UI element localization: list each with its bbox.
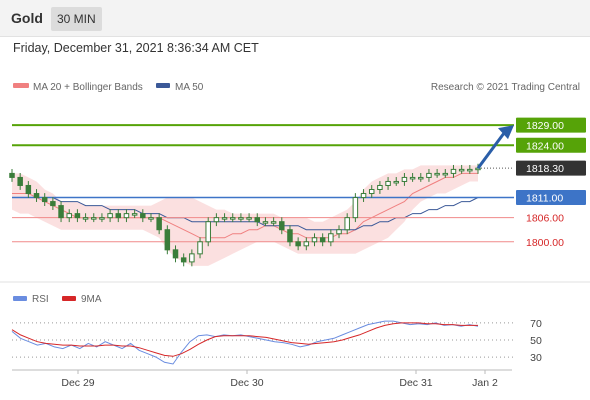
candle-body	[205, 221, 211, 243]
rsi-panel: 70 50 30	[11, 318, 542, 365]
candle-body	[140, 213, 146, 219]
candle-body	[107, 213, 113, 219]
target-label: 1829.00	[526, 120, 564, 132]
bollinger-band-area	[12, 165, 478, 266]
candle-body	[50, 201, 56, 207]
forecast-arrow-head	[498, 125, 514, 140]
candle-body	[197, 241, 203, 255]
candle-body	[148, 217, 154, 220]
rsi-level-label: 50	[530, 335, 542, 347]
candle-body	[426, 172, 432, 178]
forecast-arrow-shaft	[476, 132, 506, 170]
candle-body	[287, 229, 293, 243]
last-price-tag	[516, 160, 586, 176]
candle-body	[377, 184, 383, 190]
header-bar: Gold 30 MIN	[0, 0, 590, 37]
candle-body	[450, 168, 457, 174]
bollinger-bands	[12, 165, 479, 266]
candle-body	[66, 213, 72, 219]
support-label: 1806.00	[526, 213, 564, 225]
candle-body	[262, 221, 269, 224]
target-label: 1824.00	[526, 140, 564, 152]
candle-body	[368, 189, 375, 195]
candle-body	[254, 217, 261, 223]
timestamp: Friday, December 31, 2021 8:36:34 AM CET	[13, 41, 259, 55]
ma20-legend-swatch	[13, 83, 29, 88]
candle-body	[246, 217, 252, 220]
pivot-tag	[516, 190, 586, 206]
chart-legend: MA 20 + Bollinger Bands MA 50 Research ©…	[13, 82, 580, 93]
rsi-ma-legend-swatch	[62, 296, 76, 301]
timeframe-button[interactable]: 30 MIN	[51, 7, 102, 31]
last-price-label: 1818.30	[526, 163, 564, 175]
candles	[9, 125, 514, 267]
rsi-level-label: 30	[530, 352, 542, 364]
candle-body	[303, 241, 310, 247]
price-tags: 1829.00 1824.00 1818.30 1811.00 1806.00 1800.…	[516, 117, 586, 249]
candle-body	[9, 172, 15, 178]
candle-body	[319, 237, 326, 243]
candle-body	[74, 213, 81, 219]
target-tag	[516, 137, 586, 153]
candle-body	[164, 229, 171, 251]
candle-body	[115, 213, 122, 219]
candle-body	[25, 184, 32, 195]
x-tick-label: Dec 31	[399, 377, 432, 389]
candle-body	[58, 205, 64, 219]
candle-body	[180, 257, 187, 263]
candle-body	[270, 221, 277, 224]
rsi-legend: RSI 9MA	[13, 294, 102, 305]
candle-body	[279, 221, 285, 231]
candle-body	[352, 197, 359, 219]
ma50-legend-label: MA 50	[175, 82, 204, 93]
candle-body	[418, 176, 424, 180]
candle-body	[344, 217, 350, 231]
candle-body	[17, 176, 23, 186]
candle-body	[213, 217, 220, 223]
candle-body	[238, 217, 244, 220]
candle-body	[401, 176, 408, 182]
research-credit: Research © 2021 Trading Central	[431, 82, 580, 93]
candle-body	[328, 233, 334, 243]
candle-body	[41, 197, 48, 203]
candle-body	[311, 237, 318, 243]
x-tick-label: Jan 2	[472, 377, 498, 389]
instrument-title: Gold	[11, 10, 43, 26]
support-label: 1800.00	[526, 237, 564, 249]
rsi-ma-legend-label: 9MA	[81, 294, 102, 305]
x-tick-label: Dec 29	[61, 377, 94, 389]
pivot-label: 1811.00	[526, 193, 563, 205]
candle-body	[156, 217, 162, 231]
rsi-legend-swatch	[13, 296, 27, 301]
x-axis: Dec 29 Dec 30 Dec 31 Jan 2	[61, 370, 498, 389]
candle-body	[409, 176, 416, 180]
candle-body	[393, 180, 399, 184]
rsi-legend-label: RSI	[32, 294, 49, 305]
candle-body	[123, 213, 130, 219]
candle-body	[131, 213, 138, 216]
candle-body	[360, 193, 367, 199]
candle-body	[99, 217, 105, 220]
candle-body	[295, 241, 301, 247]
rsi-level-label: 70	[530, 318, 542, 330]
candle-body	[172, 249, 179, 259]
x-tick-label: Dec 30	[230, 377, 263, 389]
candle-body	[336, 229, 342, 235]
target-tag	[516, 117, 586, 133]
candle-body	[442, 172, 449, 176]
candle-body	[91, 217, 97, 220]
candle-body	[82, 217, 89, 220]
ma50-legend-swatch	[156, 83, 170, 88]
rsi-ma-line	[11, 322, 478, 357]
candle-body	[467, 168, 473, 172]
candle-body	[221, 217, 228, 220]
ma20-legend-label: MA 20 + Bollinger Bands	[33, 82, 143, 93]
candle-body	[385, 180, 391, 186]
candle-body	[458, 168, 465, 172]
candle-body	[229, 217, 236, 220]
candle-body	[33, 193, 40, 199]
candle-body	[434, 172, 440, 176]
candle-body	[189, 253, 195, 263]
